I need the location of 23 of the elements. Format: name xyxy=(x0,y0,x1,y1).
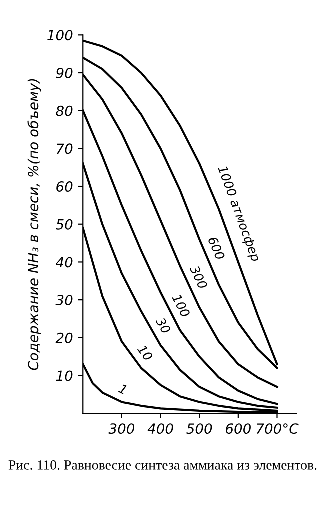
x-tick-label: 400 xyxy=(148,424,174,434)
text: 100 xyxy=(172,294,191,318)
y-tick-label: 80 xyxy=(56,106,73,116)
text: 30 xyxy=(156,316,172,335)
y-tick-label: 90 xyxy=(56,68,73,78)
text: 1 xyxy=(118,384,128,394)
y-tick-label: 20 xyxy=(56,332,73,344)
y-tick-label: 50 xyxy=(56,219,73,230)
x-tick-label: 600 xyxy=(226,424,251,434)
x-tick-label: 300 xyxy=(108,424,135,434)
y-tick-label: 100 xyxy=(48,30,73,41)
y-tick-label: 10 xyxy=(56,370,73,382)
y-tick-label: 30 xyxy=(56,295,73,306)
x-tick-label: 700°C xyxy=(256,424,299,434)
y-tick-label: 40 xyxy=(56,257,73,268)
y-tick-label: 60 xyxy=(56,182,73,192)
y-tick-label: 70 xyxy=(57,144,73,154)
text: 300 xyxy=(190,264,208,290)
text: Рис. 110. Равновесие синтеза аммиака из элементов. xyxy=(8,460,317,470)
text: 600 xyxy=(208,236,226,261)
x-tick-label: 500 xyxy=(186,424,212,434)
text: 10 xyxy=(137,344,154,362)
y-axis-title: Содержание NH₃ в смеси, %(по объему) xyxy=(28,79,42,370)
